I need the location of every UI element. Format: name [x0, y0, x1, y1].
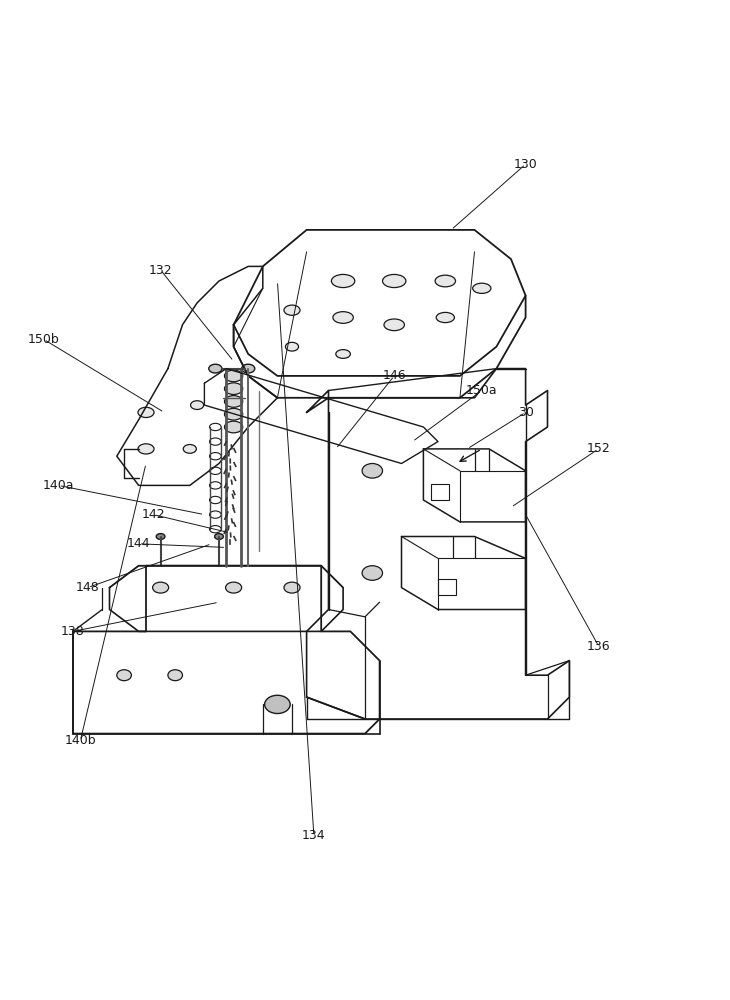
Ellipse shape: [331, 274, 355, 288]
Ellipse shape: [209, 364, 222, 373]
Text: 152: 152: [587, 442, 610, 455]
Text: 130: 130: [514, 158, 537, 171]
Ellipse shape: [242, 364, 255, 373]
Text: 140a: 140a: [42, 479, 74, 492]
Ellipse shape: [225, 408, 242, 420]
Text: 134: 134: [302, 829, 326, 842]
Ellipse shape: [138, 444, 154, 454]
Text: 142: 142: [142, 508, 165, 521]
Ellipse shape: [225, 370, 242, 382]
Ellipse shape: [191, 401, 204, 409]
Ellipse shape: [362, 566, 383, 580]
Ellipse shape: [138, 407, 154, 418]
Ellipse shape: [226, 582, 242, 593]
Ellipse shape: [473, 283, 491, 293]
Text: 150a: 150a: [466, 384, 498, 397]
Ellipse shape: [336, 350, 350, 358]
Ellipse shape: [384, 319, 404, 331]
Ellipse shape: [285, 342, 299, 351]
Text: 140b: 140b: [64, 734, 96, 747]
Ellipse shape: [362, 464, 383, 478]
Text: 30: 30: [518, 406, 534, 419]
Ellipse shape: [284, 305, 300, 315]
FancyBboxPatch shape: [431, 484, 449, 500]
Ellipse shape: [225, 421, 242, 433]
Ellipse shape: [215, 534, 223, 539]
Text: 148: 148: [76, 581, 99, 594]
Ellipse shape: [117, 670, 131, 681]
Ellipse shape: [183, 445, 196, 453]
Text: 146: 146: [383, 369, 406, 382]
Text: 132: 132: [149, 264, 172, 277]
Text: 136: 136: [587, 640, 610, 652]
Text: 138: 138: [61, 625, 85, 638]
Ellipse shape: [437, 312, 454, 323]
Ellipse shape: [156, 534, 165, 539]
Ellipse shape: [168, 670, 182, 681]
Ellipse shape: [383, 274, 406, 288]
Ellipse shape: [225, 396, 242, 407]
Ellipse shape: [225, 383, 242, 395]
Ellipse shape: [435, 275, 456, 287]
Text: 144: 144: [127, 537, 150, 550]
FancyBboxPatch shape: [438, 579, 456, 595]
Ellipse shape: [153, 582, 169, 593]
Text: 150b: 150b: [28, 333, 60, 346]
Ellipse shape: [264, 695, 290, 714]
Ellipse shape: [284, 582, 300, 593]
Ellipse shape: [333, 312, 353, 323]
